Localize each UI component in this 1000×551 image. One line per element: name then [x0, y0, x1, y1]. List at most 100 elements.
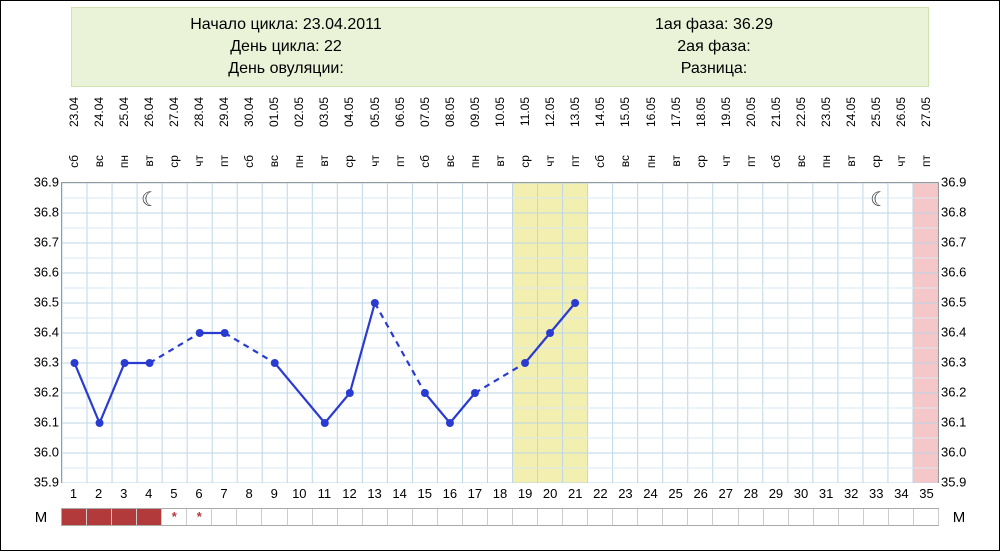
x-dow-label: вс: [618, 155, 632, 167]
x-date-label: 22.05: [794, 97, 808, 127]
m-label-left: М: [21, 509, 61, 526]
x-date-label: 20.05: [744, 97, 758, 127]
y-tick-label: 36.9: [21, 175, 59, 190]
header-panel: Начало цикла: 23.04.2011 День цикла: 22 …: [71, 7, 929, 87]
x-day-label: 6: [195, 486, 202, 501]
m-cell: [212, 509, 237, 525]
cycle-start: Начало цикла: 23.04.2011: [72, 14, 500, 36]
x-day-label: 16: [443, 486, 457, 501]
phase1: 1ая фаза: 36.29: [500, 14, 928, 36]
m-cell: [463, 509, 488, 525]
x-date-label: 04.05: [342, 97, 356, 127]
x-axis-days: 1234567891011121314151617181920212223242…: [61, 486, 939, 506]
x-date-label: 06.05: [393, 97, 407, 127]
m-cell: [764, 509, 789, 525]
x-day-label: 7: [220, 486, 227, 501]
x-dow-label: ср: [342, 155, 356, 168]
m-cell: [864, 509, 889, 525]
x-day-label: 22: [593, 486, 607, 501]
x-day-label: 3: [120, 486, 127, 501]
y-tick-label: 36.0: [21, 445, 59, 460]
y-tick-label: 36.7: [941, 235, 979, 250]
m-cell: [488, 509, 513, 525]
x-axis-top: 23.0424.0425.0426.0427.0428.0429.0430.04…: [61, 97, 939, 177]
x-date-label: 25.04: [117, 97, 131, 127]
x-day-label: 31: [819, 486, 833, 501]
diff: Разница:: [500, 58, 928, 80]
x-dow-label: пт: [744, 155, 758, 167]
x-date-label: 03.05: [317, 97, 331, 127]
y-tick-label: 36.8: [21, 205, 59, 220]
x-day-label: 18: [493, 486, 507, 501]
y-tick-label: 36.6: [941, 265, 979, 280]
x-axis-dows: сбвспнвтсрчтптсбвспнвтсрчтптсбвспнвтсрчт…: [61, 155, 939, 177]
cycle-day-value: 22: [324, 38, 342, 55]
m-cell: [839, 509, 864, 525]
m-cell: [363, 509, 388, 525]
x-dow-label: вс: [443, 155, 457, 167]
x-day-label: 20: [543, 486, 557, 501]
x-dow-label: пн: [117, 155, 131, 168]
x-date-label: 29.04: [217, 97, 231, 127]
y-tick-label: 36.4: [21, 325, 59, 340]
cycle-start-value: 23.04.2011: [303, 16, 382, 33]
x-dow-label: пн: [468, 155, 482, 168]
x-dow-label: сб: [593, 155, 607, 168]
x-date-label: 19.05: [719, 97, 733, 127]
x-dow-label: вс: [794, 155, 808, 167]
x-dow-label: пт: [919, 155, 933, 167]
x-date-label: 23.05: [819, 97, 833, 127]
x-day-label: 17: [468, 486, 482, 501]
y-tick-label: 36.3: [21, 355, 59, 370]
m-cell: [137, 509, 162, 525]
m-cell: [438, 509, 463, 525]
x-date-label: 14.05: [593, 97, 607, 127]
chart-plot: ☾☾: [61, 182, 939, 483]
phase1-label: 1ая фаза:: [655, 16, 728, 33]
x-day-label: 12: [342, 486, 356, 501]
cycle-day-label: День цикла:: [230, 38, 319, 55]
x-date-label: 25.05: [869, 97, 883, 127]
ovulation-day-label: День овуляции:: [228, 60, 344, 77]
y-tick-label: 36.0: [941, 445, 979, 460]
y-tick-label: 36.1: [21, 415, 59, 430]
header-right: 1ая фаза: 36.29 2ая фаза: Разница:: [500, 14, 928, 80]
x-date-label: 17.05: [669, 97, 683, 127]
m-cell: [638, 509, 663, 525]
x-dow-label: вс: [92, 155, 106, 167]
x-dow-label: вт: [317, 155, 331, 167]
phase1-value: 36.29: [733, 16, 773, 33]
m-cell: [338, 509, 363, 525]
x-dow-label: чт: [894, 155, 908, 167]
m-cell: [413, 509, 438, 525]
x-date-label: 26.04: [142, 97, 156, 127]
x-date-label: 12.05: [543, 97, 557, 127]
m-cell: *: [187, 509, 212, 525]
x-date-label: 05.05: [368, 97, 382, 127]
y-tick-label: 35.9: [941, 475, 979, 490]
y-tick-label: 36.6: [21, 265, 59, 280]
x-dow-label: ср: [694, 155, 708, 168]
x-day-label: 34: [894, 486, 908, 501]
m-cell: [313, 509, 338, 525]
x-dow-label: ср: [167, 155, 181, 168]
x-date-label: 10.05: [493, 97, 507, 127]
x-date-label: 13.05: [568, 97, 582, 127]
x-dow-label: пн: [292, 155, 306, 168]
x-dow-label: вт: [844, 155, 858, 167]
y-axis-right: 36.936.836.736.636.536.436.336.236.136.0…: [941, 182, 979, 482]
bbt-chart-page: Начало цикла: 23.04.2011 День цикла: 22 …: [0, 0, 1000, 551]
y-tick-label: 36.1: [941, 415, 979, 430]
x-date-label: 09.05: [468, 97, 482, 127]
m-cell: [237, 509, 262, 525]
m-cell: [739, 509, 764, 525]
x-date-label: 08.05: [443, 97, 457, 127]
x-dow-label: ср: [518, 155, 532, 168]
x-day-label: 26: [693, 486, 707, 501]
x-dow-label: сб: [418, 155, 432, 168]
x-dow-label: ср: [869, 155, 883, 168]
x-day-label: 28: [744, 486, 758, 501]
m-cell: [87, 509, 112, 525]
x-day-label: 29: [769, 486, 783, 501]
y-tick-label: 36.2: [21, 385, 59, 400]
